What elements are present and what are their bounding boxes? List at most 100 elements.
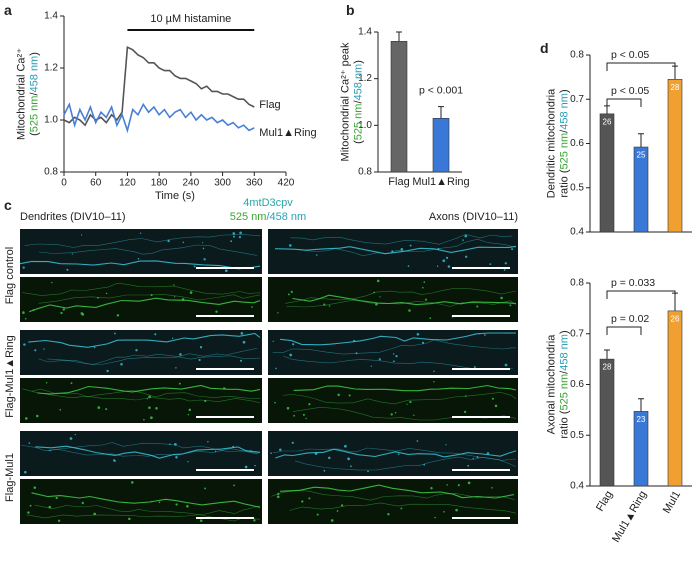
x-tick-label: Flag: [388, 176, 409, 188]
filament: [29, 297, 261, 313]
filament: [22, 282, 261, 296]
y-tick-label: 0.6: [570, 379, 584, 390]
mitochondrion: [473, 366, 476, 368]
mitochondrion: [394, 411, 397, 414]
filament: [293, 384, 517, 392]
mitochondrion: [240, 332, 244, 335]
mitochondrion: [186, 505, 189, 508]
series-label: Mul1▲Ring: [259, 127, 316, 139]
y-label-line: ratio (525 nm/458 nm): [559, 89, 571, 197]
mitochondrion: [106, 369, 109, 373]
mitochondrion: [173, 284, 175, 286]
channel: /458 nm: [266, 211, 306, 223]
micrograph: [20, 378, 262, 423]
mitochondrion: [178, 382, 181, 385]
mitochondrion: [224, 269, 228, 273]
bar: [432, 118, 450, 173]
y-tick-label: 1.2: [358, 73, 372, 84]
filament: [47, 353, 261, 365]
mitochondrion: [340, 504, 344, 507]
mitochondrion: [463, 410, 467, 414]
mitochondrion: [59, 408, 62, 411]
y-tick-label: 0.8: [570, 50, 584, 61]
y-label-part: ratio (: [559, 410, 571, 438]
mitochondrion: [249, 450, 252, 453]
mitochondrion: [328, 305, 331, 307]
mitochondrion: [274, 401, 276, 404]
filament: [280, 484, 515, 499]
y-axis-label: Mitochondrial Ca²⁺ peak (525 nm/458 nm): [340, 42, 365, 161]
mitochondrion: [272, 340, 274, 343]
mitochondrion: [139, 232, 142, 234]
x-tick-label: 420: [278, 178, 295, 189]
mitochondrion: [48, 505, 52, 509]
bar: [599, 113, 615, 233]
error-bar: [638, 133, 644, 148]
mitochondrion: [105, 292, 108, 295]
mitochondrion: [462, 239, 464, 241]
y-tick-label: 0.8: [570, 278, 584, 289]
y-label-part: ratio (: [559, 169, 571, 197]
filament: [38, 294, 261, 304]
error-bar: [638, 398, 644, 412]
mitochondrion: [348, 394, 351, 397]
filament: [295, 456, 517, 471]
annotation: p < 0.05: [611, 85, 649, 97]
mitochondrion: [128, 517, 131, 521]
mitochondrion: [413, 414, 415, 417]
filament: [272, 339, 517, 355]
mitochondrion: [370, 365, 372, 367]
error-bar: [438, 106, 444, 119]
y-label-part: /: [559, 129, 571, 133]
mitochondrion: [416, 440, 419, 442]
mitochondrion: [500, 296, 503, 300]
y-axis-label: Mitochondrial Ca²⁺ (525 nm/458 nm): [16, 48, 41, 140]
mitochondrion: [270, 452, 272, 454]
filament: [285, 287, 517, 304]
mitochondrion: [130, 481, 134, 484]
filament: [289, 502, 517, 514]
mitochondrion: [445, 444, 447, 446]
y-label-line: ratio (525 nm/458 nm): [559, 330, 571, 438]
mitochondrion: [407, 265, 410, 267]
mitochondrion: [509, 304, 512, 307]
filament: [38, 244, 258, 256]
mitochondrion: [93, 346, 96, 349]
mitochondrion: [437, 247, 440, 250]
channel: 525 nm: [230, 211, 267, 223]
mitochondrion: [36, 414, 39, 418]
mitochondrion: [484, 334, 486, 336]
mitochondrion: [187, 461, 189, 463]
mitochondrion: [179, 353, 182, 356]
y-label-part: /: [353, 100, 365, 104]
micrograph: [268, 277, 518, 322]
filament: [290, 234, 513, 245]
mitochondrion: [472, 457, 474, 460]
y-label-part: Dendritic mitochondria: [546, 88, 558, 198]
mitochondrion: [436, 265, 439, 267]
mitochondrion: [422, 341, 425, 344]
micrographs: Flag control Flag-Mul1▲Ring Flag-Mul1: [4, 229, 518, 524]
mitochondrion: [379, 296, 381, 298]
mitochondrion: [308, 403, 311, 406]
mitochondrion: [476, 305, 479, 308]
mitochondrion: [328, 456, 331, 460]
mitochondrion: [230, 240, 233, 243]
mitochondrion: [455, 508, 458, 512]
y-label-line: (525 nm/458 nm): [29, 52, 41, 136]
y-label-part: Axonal mitochondria: [546, 334, 558, 435]
mitochondrion: [504, 262, 507, 265]
mitochondrion: [395, 354, 398, 358]
y-label-part: 458 nm: [559, 93, 571, 130]
mitochondrion: [29, 504, 32, 507]
mitochondrion: [81, 501, 84, 505]
y-tick-label: 0.8: [358, 167, 372, 178]
mitochondrion: [503, 269, 506, 271]
y-tick-label: 0.5: [570, 430, 584, 441]
panel-label: c: [4, 197, 12, 213]
mitochondrion: [301, 500, 304, 503]
mitochondrion: [113, 332, 116, 335]
mitochondrion: [323, 303, 326, 306]
mitochondrion: [378, 358, 381, 361]
mitochondrion: [316, 513, 319, 516]
